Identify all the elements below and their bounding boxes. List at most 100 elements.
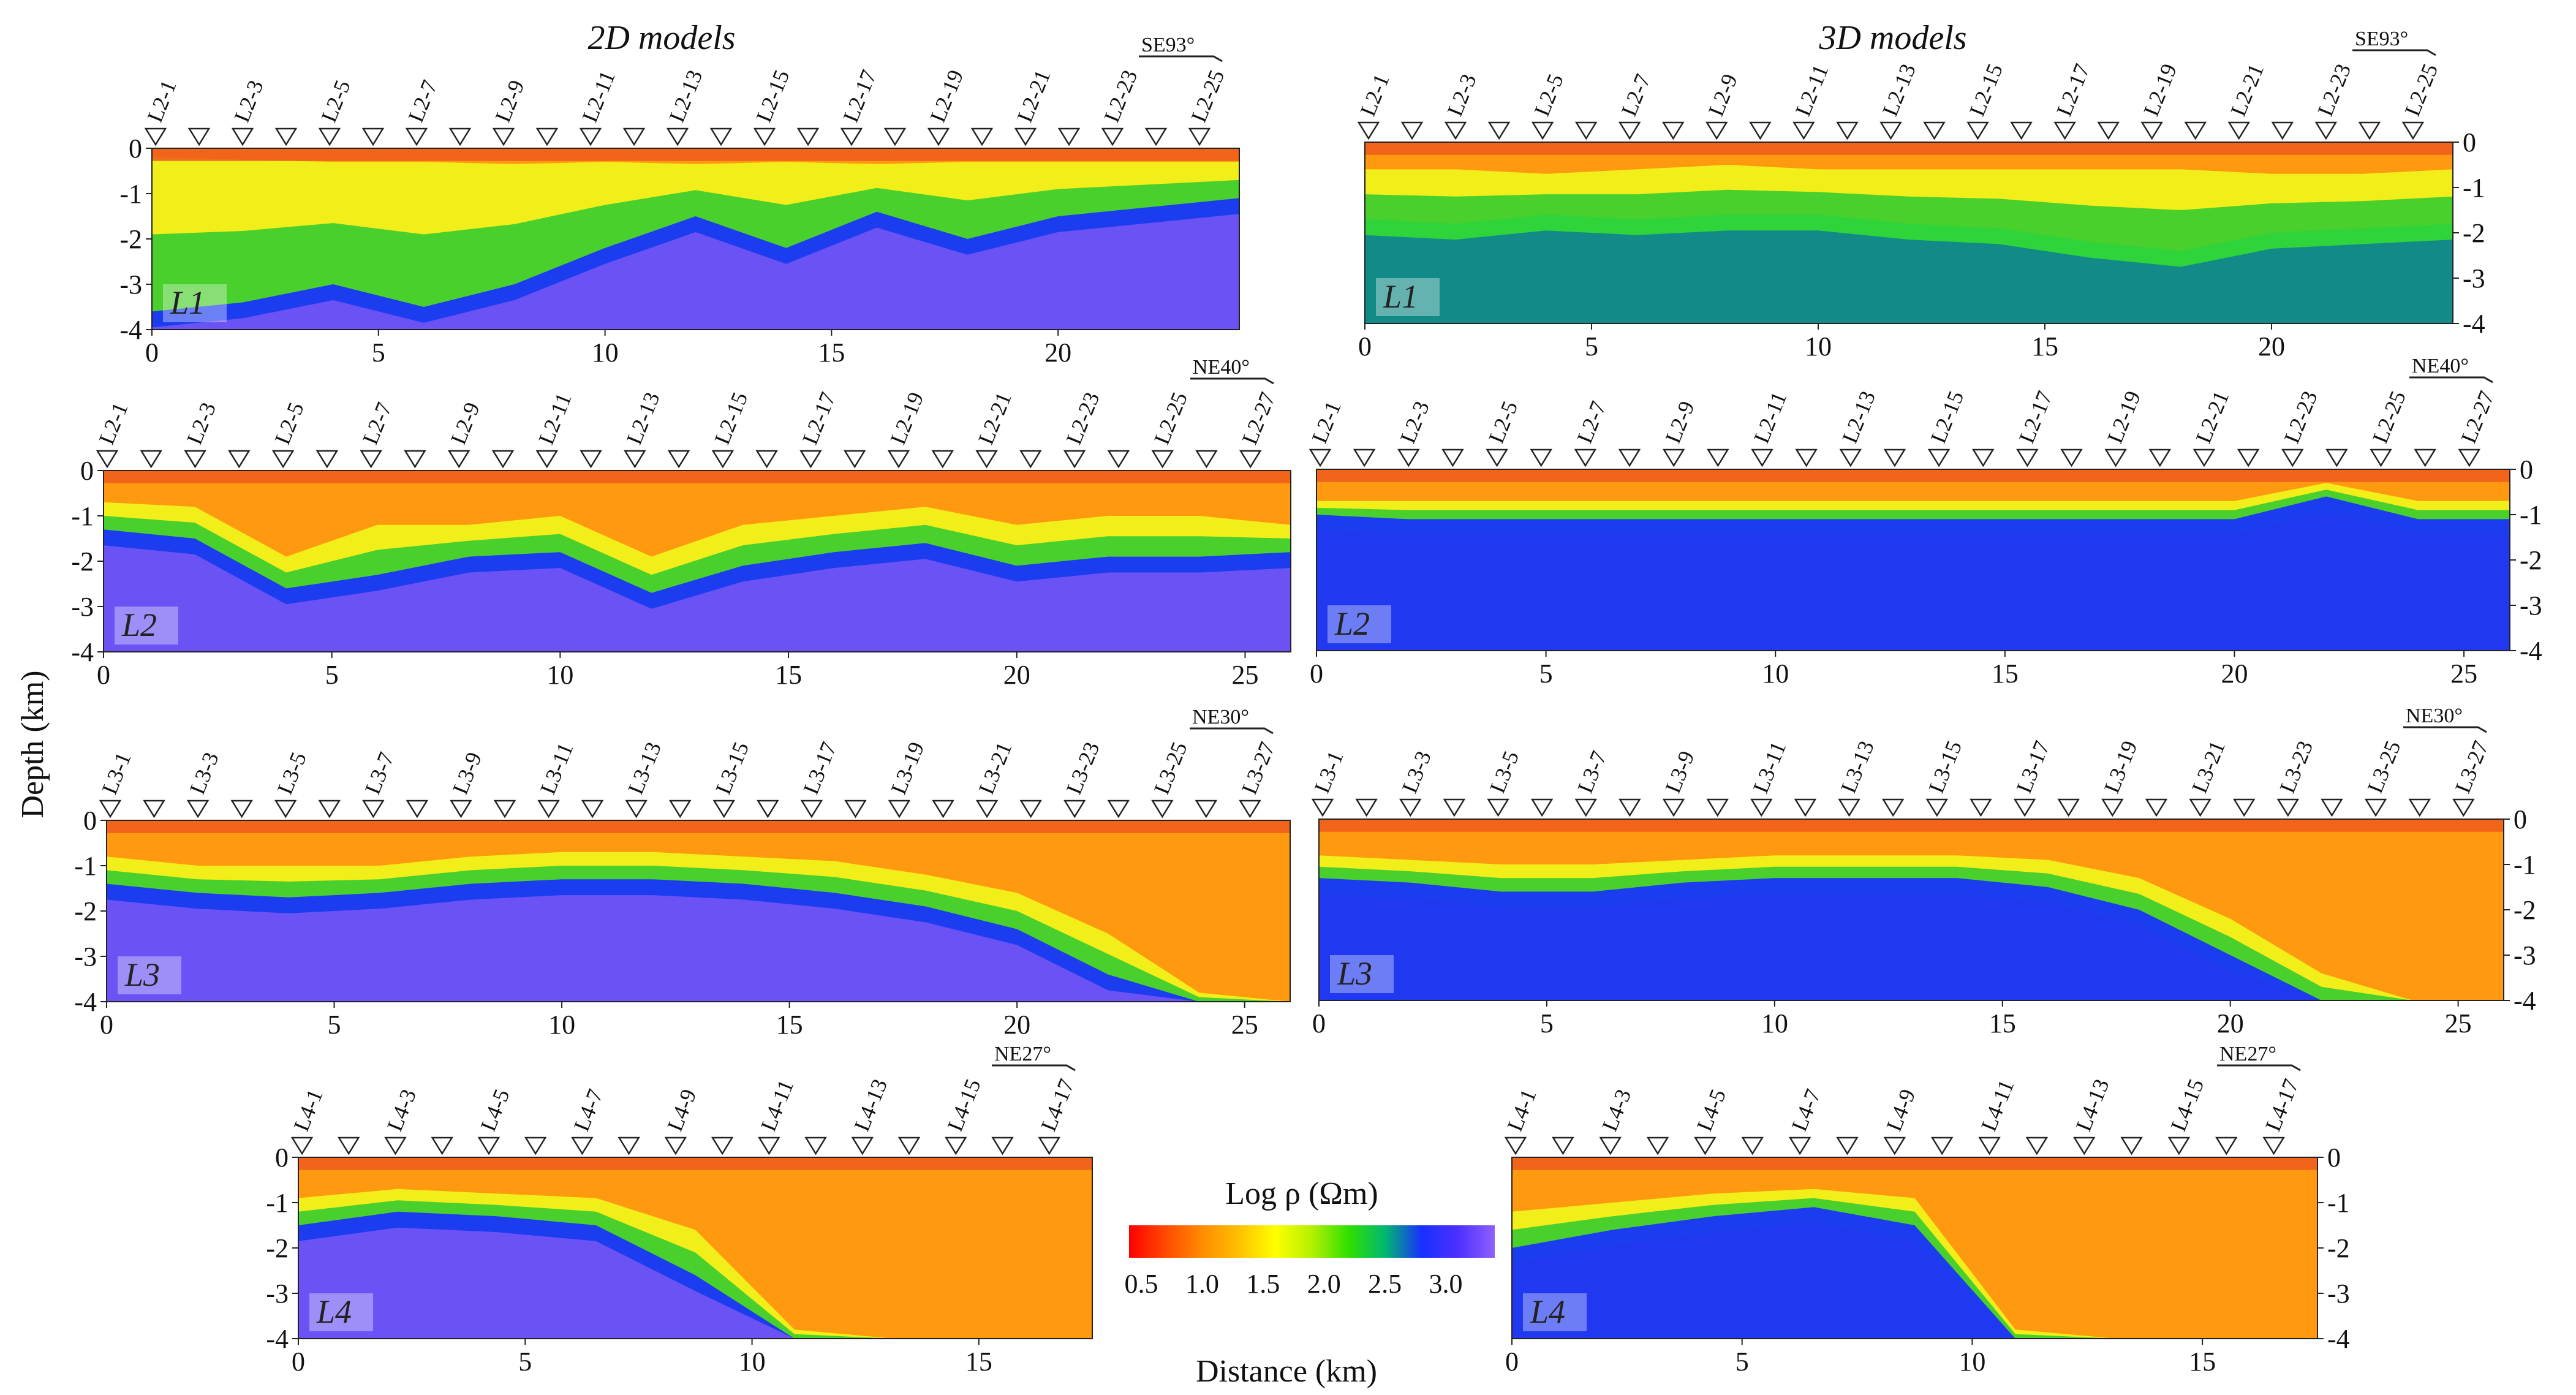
station-marker [2364, 798, 2387, 817]
panel-label: L1 [170, 284, 205, 321]
station-marker [2148, 448, 2172, 467]
station-marker [406, 800, 429, 818]
station-marker [1019, 800, 1042, 818]
station-marker [1441, 448, 1464, 467]
y-tick-label: -1 [266, 1188, 289, 1218]
surface-conductor [152, 148, 1239, 161]
station-marker [668, 800, 692, 818]
y-tick-label: -4 [71, 637, 94, 667]
station-marker [1019, 450, 1042, 469]
station-marker [970, 127, 994, 146]
station-marker [1970, 798, 1992, 817]
station-label: L2-7 [1572, 398, 1611, 447]
station-marker [2101, 798, 2124, 817]
station-marker [932, 800, 954, 818]
x-tick-label: 0 [1310, 659, 1323, 689]
station-label: L2-23 [1061, 388, 1104, 448]
station-label: L4-5 [1692, 1086, 1731, 1135]
y-tick-label: -3 [2520, 591, 2542, 621]
station-marker [618, 1136, 640, 1155]
y-tick-label: -2 [74, 896, 97, 926]
station-marker [1788, 1136, 1811, 1155]
station-label: L2-17 [838, 66, 881, 126]
y-tick-label: -2 [71, 546, 94, 577]
y-tick-label: -2 [119, 224, 142, 254]
station-marker [450, 800, 472, 818]
station-label: L2-15 [709, 388, 752, 448]
station-marker [2016, 448, 2039, 467]
station-marker [1400, 121, 1424, 140]
colorbar-tick-label: 2.0 [1307, 1269, 1341, 1299]
station-marker [99, 800, 122, 818]
station-marker [1195, 800, 1218, 818]
station-marker [945, 1136, 967, 1155]
station-marker [2097, 121, 2120, 140]
station-marker [1749, 121, 1772, 140]
station-marker [2184, 121, 2207, 140]
direction-arrow [1190, 727, 1274, 735]
station-marker [711, 1136, 734, 1155]
x-tick-label: 10 [1958, 1347, 1985, 1377]
resistivity-section [1316, 469, 2510, 651]
station-marker [1486, 448, 1508, 467]
station-marker [1836, 1136, 1859, 1155]
y-tick-label: -2 [2327, 1233, 2350, 1263]
station-marker [2104, 448, 2127, 467]
station-marker [1443, 798, 1466, 817]
panel-label: L4 [316, 1293, 352, 1330]
station-label: L3-15 [1924, 737, 1966, 796]
station-marker [315, 450, 339, 469]
station-label: L4-13 [2071, 1075, 2114, 1135]
x-tick-label: 15 [776, 1010, 803, 1040]
station-label: L2-25 [2368, 387, 2411, 447]
y-tick-label: -3 [266, 1279, 289, 1309]
station-marker [337, 1136, 360, 1155]
x-axis-label: Distance (km) [1196, 1354, 1377, 1389]
station-marker [1487, 121, 1511, 140]
y-tick-label: -1 [2463, 173, 2485, 203]
station-marker [2358, 121, 2381, 140]
station-marker [1795, 448, 1818, 467]
title-2d: 2D models [587, 19, 735, 57]
station-label: L2-19 [885, 388, 928, 448]
x-tick-label: 0 [1358, 331, 1372, 361]
station-marker [625, 800, 648, 818]
station-marker [1504, 1136, 1527, 1155]
x-tick-label: 10 [546, 660, 573, 690]
x-tick-label: 5 [372, 338, 385, 368]
station-label: L2-23 [2279, 387, 2322, 447]
station-marker [1794, 798, 1817, 817]
shallow-layer [298, 1157, 1092, 1339]
direction-label: NE30° [1192, 706, 1249, 728]
station-label: L2-3 [229, 77, 268, 126]
station-label: L4-1 [1502, 1086, 1541, 1135]
y-tick-label: -4 [2514, 986, 2536, 1016]
station-marker [897, 1136, 921, 1155]
x-tick-label: 5 [328, 1010, 341, 1040]
station-label: L3-7 [1573, 747, 1611, 796]
station-label: L2-11 [534, 390, 576, 448]
station-marker [1879, 121, 1902, 140]
x-tick-label: 10 [548, 1010, 575, 1040]
station-marker [757, 800, 779, 818]
station-marker [1883, 448, 1906, 467]
y-tick-label: 0 [275, 1143, 289, 1173]
station-marker [1750, 798, 1773, 817]
station-marker [1706, 798, 1729, 817]
resistivity-section [107, 820, 1290, 1002]
y-tick-label: -4 [266, 1324, 289, 1354]
station-marker [975, 450, 998, 469]
direction-arrow [2409, 376, 2493, 384]
station-marker [1552, 1136, 1574, 1155]
x-tick-label: 5 [1539, 659, 1553, 689]
station-label: L3-19 [886, 738, 929, 798]
station-marker [1662, 798, 1685, 817]
station-label: L2-23 [2313, 60, 2355, 119]
station-label: L2-25 [2400, 60, 2442, 119]
direction-arrow [992, 1064, 1076, 1072]
station-label: L3-19 [2099, 737, 2142, 796]
station-marker [1038, 1136, 1060, 1155]
y-tick-label: -2 [2463, 218, 2485, 248]
y-tick-label: -2 [2514, 895, 2536, 925]
